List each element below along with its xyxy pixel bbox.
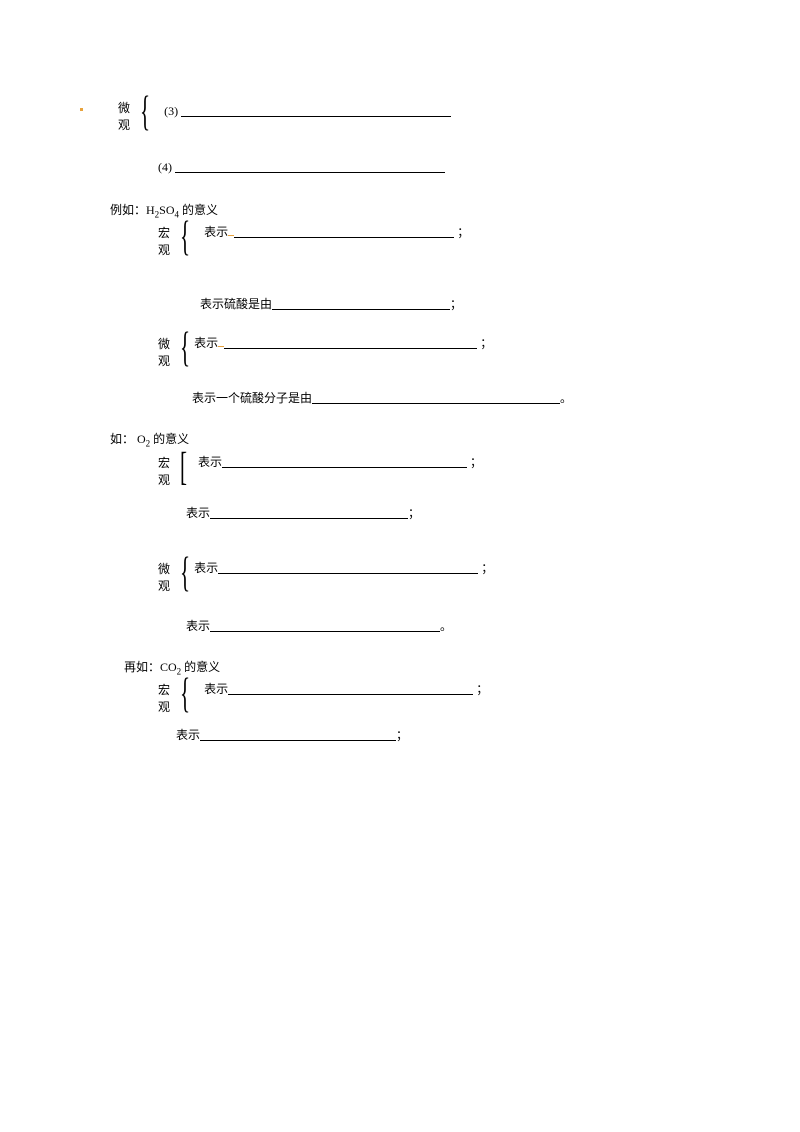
heading-o2: 如： O2 的意义: [110, 430, 710, 448]
ex3-macro: 宏 观 { 表示 ； 表示；: [110, 682, 710, 743]
ex2-macro: 宏 观 [ 表示 ； 表示；: [110, 455, 710, 522]
item-number: (3): [164, 104, 178, 118]
label-char-2: 观: [110, 117, 138, 134]
blank-line: [181, 102, 451, 117]
blank-line: [234, 223, 454, 238]
ex1-macro-line1: 表示 ；: [204, 221, 710, 242]
blank-line: [272, 295, 450, 310]
heading-co2: 再如：CO2 的意义: [124, 658, 710, 676]
bracket-icon: [: [180, 453, 187, 481]
bullet-icon: [80, 108, 83, 111]
ex1-macro-line2: 表示硫酸是由；: [200, 293, 710, 312]
content-4: (4): [158, 156, 710, 177]
blank-line: [218, 559, 478, 574]
ex1-macro-row: 宏 观 { 表示 ；: [150, 225, 710, 259]
label-micro: 微 观: [110, 100, 138, 134]
ex2-micro-line1: 表示 ；: [194, 557, 710, 578]
ex3-macro-line2: 表示；: [176, 724, 710, 743]
brace-icon: {: [180, 334, 190, 363]
row-micro-3: 微 观 { (3): [110, 100, 710, 134]
ex3-macro-line1: 表示 ；: [204, 678, 710, 699]
label-char-1: 微: [110, 100, 138, 117]
brace-icon: {: [180, 223, 190, 252]
brace-icon: {: [140, 98, 150, 127]
ex2-micro: 微 观 { 表示 ； 表示。: [110, 561, 710, 634]
blank-line: [224, 334, 477, 349]
row-micro-4: (4): [110, 156, 710, 177]
ex2-macro-row: 宏 观 [ 表示 ；: [150, 455, 710, 489]
block-micro-34: 微 观 { (3) (4): [110, 100, 710, 177]
label-micro: 微 观: [150, 336, 178, 370]
ex2-micro-row: 微 观 { 表示 ；: [150, 561, 710, 595]
blank-line: [175, 158, 445, 173]
content-3: (3): [164, 100, 710, 121]
brace-icon: {: [180, 680, 190, 709]
ex2-macro-line2: 表示；: [186, 502, 710, 521]
blank-line: [200, 726, 396, 741]
blank-line: [312, 389, 560, 404]
ex2-macro-line1: 表示 ；: [198, 451, 710, 472]
label-macro: 宏 观: [150, 455, 178, 489]
heading-h2so4: 例如：H2SO4 的意义: [110, 201, 710, 219]
ex3-macro-row: 宏 观 { 表示 ；: [150, 682, 710, 716]
ex1-micro-row: 微 观 { 表示 ；: [150, 336, 710, 370]
label-micro: 微 观: [150, 561, 178, 595]
ex1-micro: 微 观 { 表示 ； 表示一个硫酸分子是由。: [110, 336, 710, 407]
ex2-micro-line2: 表示。: [186, 615, 710, 634]
blank-line: [228, 680, 473, 695]
ex1-macro: 宏 观 { 表示 ； 表示硫酸是由；: [110, 225, 710, 312]
blank-line: [210, 617, 440, 632]
label-macro: 宏 观: [150, 225, 178, 259]
item-number: (4): [158, 160, 172, 174]
ex1-micro-line1: 表示 ；: [194, 332, 710, 353]
label-macro: 宏 观: [150, 682, 178, 716]
document-page: 微 观 { (3) (4) 例如：H2SO4 的意义 宏 观: [0, 0, 800, 807]
blank-line: [210, 504, 408, 519]
blank-line: [222, 453, 467, 468]
ex1-micro-line2: 表示一个硫酸分子是由。: [192, 387, 710, 406]
brace-icon: {: [180, 559, 190, 588]
